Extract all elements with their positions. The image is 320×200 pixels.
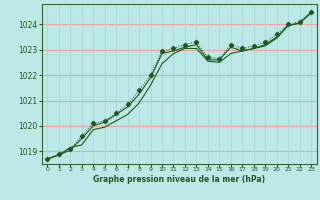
- X-axis label: Graphe pression niveau de la mer (hPa): Graphe pression niveau de la mer (hPa): [93, 175, 265, 184]
